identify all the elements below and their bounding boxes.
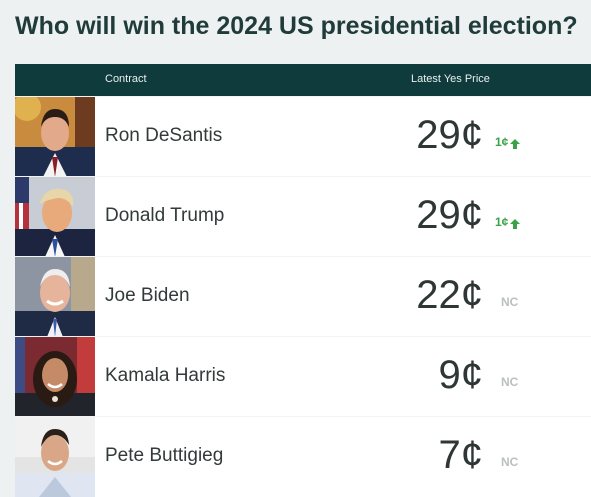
column-header-price: Latest Yes Price xyxy=(411,73,490,85)
yes-price: 29¢ xyxy=(416,113,483,157)
arrow-up-icon xyxy=(510,139,521,149)
price-change: 1¢ xyxy=(495,215,521,229)
price-change: 1¢ xyxy=(495,135,521,149)
candidate-photo xyxy=(15,337,95,417)
price-change: NC xyxy=(501,455,519,469)
contract-name: Ron DeSantis xyxy=(105,125,223,146)
contract-row-harris[interactable]: Kamala Harris 9¢ NC xyxy=(15,336,591,417)
candidate-photo xyxy=(15,177,95,257)
yes-price: 22¢ xyxy=(416,273,483,317)
arrow-up-icon xyxy=(510,219,521,229)
contract-row-buttigieg[interactable]: Pete Buttigieg 7¢ NC xyxy=(15,416,591,497)
contract-name: Kamala Harris xyxy=(105,365,226,386)
yes-price: 7¢ xyxy=(438,433,484,477)
market-table: Contract Latest Yes Price Ron DeSantis 2… xyxy=(15,64,591,497)
contract-row-biden[interactable]: Joe Biden 22¢ NC xyxy=(15,256,591,337)
candidate-photo xyxy=(15,417,95,497)
candidate-photo xyxy=(15,257,95,337)
contract-name: Pete Buttigieg xyxy=(105,445,224,466)
price-change: NC xyxy=(501,295,519,309)
yes-price: 9¢ xyxy=(438,353,484,397)
contract-name: Joe Biden xyxy=(105,285,190,306)
price-change: NC xyxy=(501,375,519,389)
contract-name: Donald Trump xyxy=(105,205,225,226)
candidate-photo xyxy=(15,97,95,177)
contract-row-desantis[interactable]: Ron DeSantis 29¢ 1¢ xyxy=(15,96,591,177)
contract-row-trump[interactable]: Donald Trump 29¢ 1¢ xyxy=(15,176,591,257)
yes-price: 29¢ xyxy=(416,193,483,237)
column-header-contract: Contract xyxy=(105,73,147,85)
table-header: Contract Latest Yes Price xyxy=(15,64,591,96)
page-title: Who will win the 2024 US presidential el… xyxy=(15,12,578,40)
